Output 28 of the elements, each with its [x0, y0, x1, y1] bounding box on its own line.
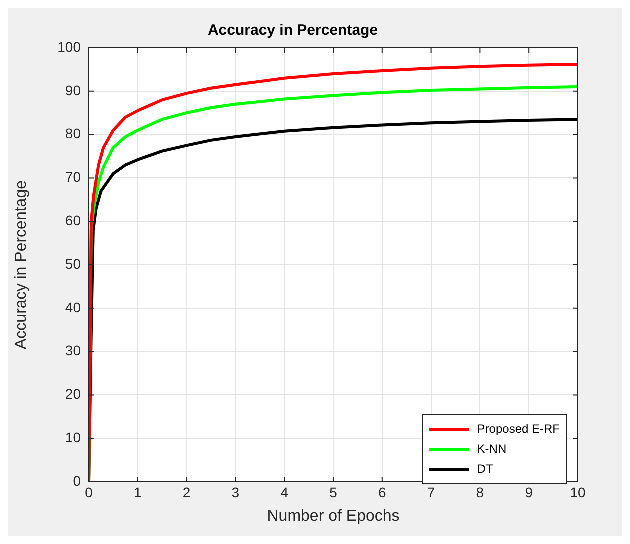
y-tick-label: 20: [65, 386, 82, 402]
y-axis-title: Accuracy in Percentage: [13, 180, 30, 350]
chart-title: Accuracy in Percentage: [208, 22, 378, 40]
x-tick-label: 4: [280, 484, 289, 500]
legend-label: K-NN: [477, 442, 507, 456]
x-tick-label: 0: [85, 484, 94, 500]
x-tick-label: 6: [378, 484, 386, 500]
x-tick-label: 7: [427, 484, 436, 500]
x-tick-label: 8: [476, 484, 484, 500]
y-tick-label: 60: [65, 212, 82, 228]
x-tick-label: 1: [134, 484, 142, 500]
y-tick-label: 10: [65, 429, 82, 446]
y-tick-label: 30: [65, 342, 82, 359]
y-tick-label: 100: [58, 38, 82, 55]
y-tick-label: 70: [65, 169, 82, 186]
x-tick-label: 2: [182, 484, 191, 500]
x-tick-label: 5: [330, 484, 338, 500]
y-tick-label: 50: [65, 256, 82, 272]
x-axis-title: Number of Epochs: [267, 508, 400, 525]
x-tick-label: 9: [525, 484, 534, 500]
x-tick-label: 3: [232, 484, 240, 500]
y-tick-label: 90: [65, 82, 82, 98]
y-tick-label: 0: [73, 472, 82, 489]
x-tick-label: 10: [570, 484, 586, 500]
legend-label: Proposed E-RF: [477, 422, 560, 436]
y-tick-label: 40: [65, 299, 82, 316]
y-tick-label: 80: [65, 126, 82, 142]
legend-label: DT: [477, 462, 494, 476]
